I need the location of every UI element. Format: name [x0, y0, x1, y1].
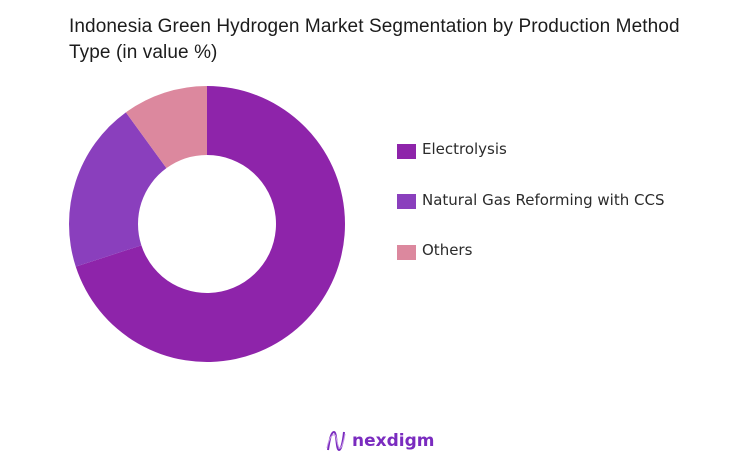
legend-item-others: Others: [397, 237, 664, 263]
nexdigm-wave-icon: [326, 430, 346, 452]
logo-text: nexdigm: [352, 431, 435, 451]
legend-label: Natural Gas Reforming with CCS: [422, 190, 665, 209]
legend-item-natural-gas-reforming: Natural Gas Reforming with CCS: [397, 187, 664, 213]
nexdigm-logo: nexdigm: [326, 430, 434, 452]
donut-slices: [69, 86, 345, 362]
legend-label: Electrolysis: [422, 140, 507, 158]
legend-label: Others: [422, 241, 473, 259]
chart-title: Indonesia Green Hydrogen Market Segmenta…: [69, 16, 680, 63]
donut-slice-natural-gas-reforming-with-ccs: [69, 112, 167, 267]
donut-slice-electrolysis: [75, 86, 345, 362]
legend-swatch: [397, 244, 416, 260]
legend-swatch: [397, 194, 416, 209]
legend-swatch: [397, 143, 416, 159]
legend-item-electrolysis: Electrolysis: [397, 136, 664, 162]
donut-slice-others: [125, 86, 207, 169]
legend: Electrolysis Natural Gas Reforming with …: [397, 136, 664, 288]
